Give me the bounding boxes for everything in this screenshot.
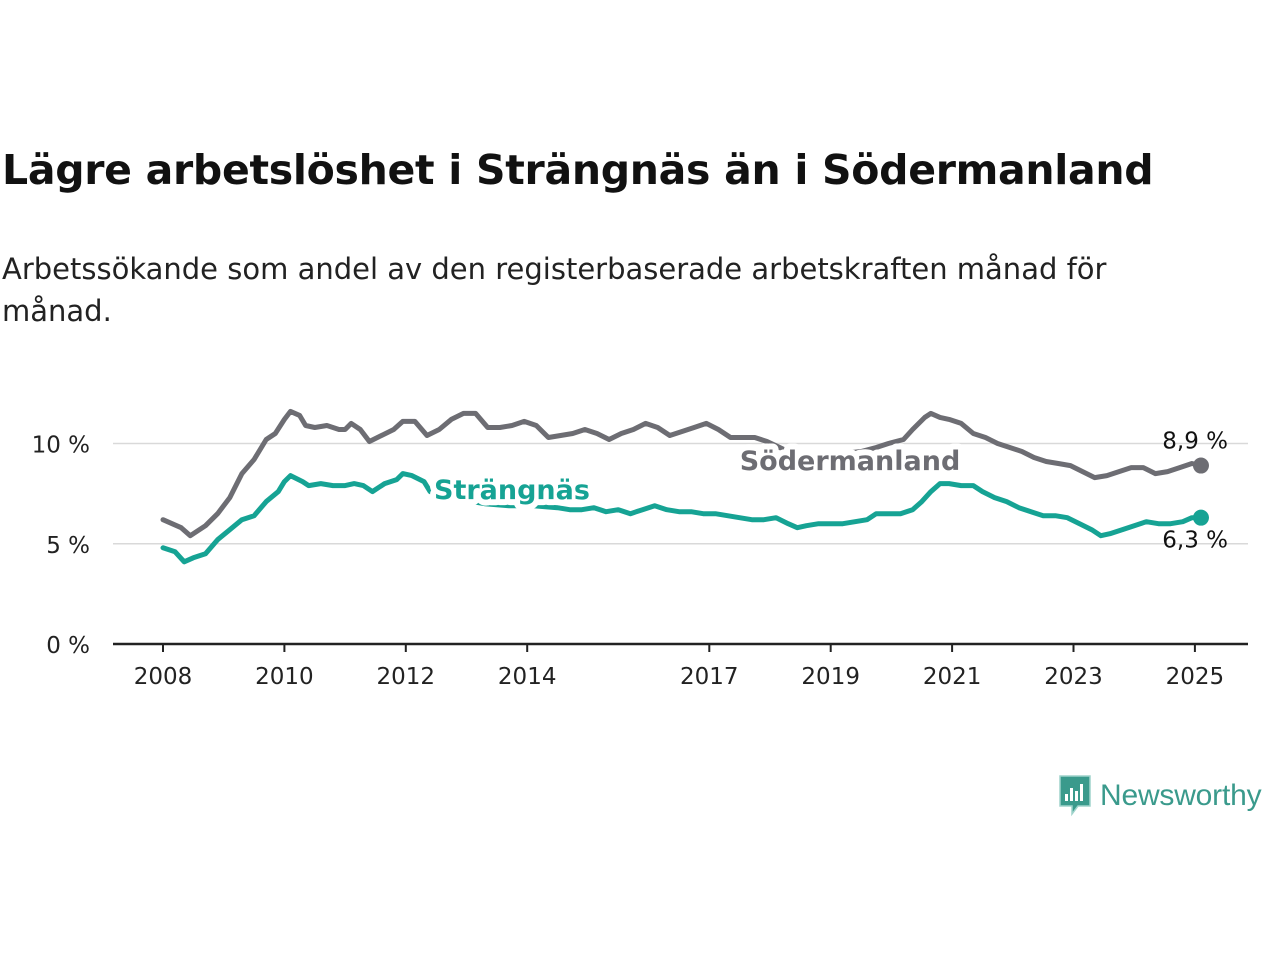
x-tick-label: 2023 xyxy=(1044,664,1103,690)
series-endpoint-sodermanland xyxy=(1192,457,1209,474)
x-tick-label: 2021 xyxy=(923,664,982,690)
series-line-sodermanland xyxy=(160,408,1204,539)
x-tick-label: 2010 xyxy=(255,664,314,690)
series-name-label-sodermanland: Södermanland xyxy=(740,446,961,477)
chart-subtitle: Arbetssökande som andel av den registerb… xyxy=(2,252,1107,328)
x-tick-label: 2017 xyxy=(680,664,739,690)
end-value-label-sodermanland: 8,9 % xyxy=(1162,429,1228,455)
line-layer xyxy=(160,408,1209,565)
x-tick-label: 2008 xyxy=(134,664,193,690)
line-chart: 0 % 5 % 10 % 2008 2010 2012 2014 2017 2019 2021 20… xyxy=(32,408,1248,690)
x-tick-label: 2019 xyxy=(801,664,860,690)
series-name-label-strangnas: Strängnäs xyxy=(434,475,590,506)
y-tick-label: 10 % xyxy=(32,433,90,459)
label-layer: 0 % 5 % 10 % 2008 2010 2012 2014 2017 2019 2021 20… xyxy=(32,429,1228,690)
x-tick-label: 2014 xyxy=(498,664,557,690)
x-tick-label: 2012 xyxy=(377,664,436,690)
series-endpoint-strangnas xyxy=(1192,509,1209,526)
newsworthy-logo: Newsworthy xyxy=(1058,774,1262,818)
end-value-label-strangnas: 6,3 % xyxy=(1162,528,1228,554)
series-line-strangnas xyxy=(160,471,1204,565)
chart-title: Lägre arbetslöshet i Strängnäs än i Söde… xyxy=(2,146,1154,194)
newsworthy-logo-icon xyxy=(1059,775,1091,817)
y-tick-label: 5 % xyxy=(46,533,90,559)
grid-layer xyxy=(113,442,1248,652)
y-tick-label: 0 % xyxy=(46,633,90,659)
x-tick-label: 2025 xyxy=(1166,664,1225,690)
newsworthy-logo-text: Newsworthy xyxy=(1100,779,1262,812)
